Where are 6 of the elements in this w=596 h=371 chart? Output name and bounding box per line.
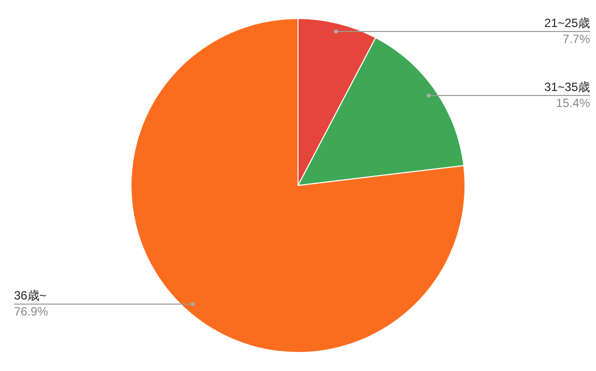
data-label: 15.4% [556,96,590,110]
data-label: 76.9% [14,304,48,318]
slice-label: 36歳~ [14,288,46,302]
slice-label: 21~25歳 [544,16,590,30]
slice-label: 31~35歳 [544,80,590,94]
data-label: 7.7% [562,32,590,46]
